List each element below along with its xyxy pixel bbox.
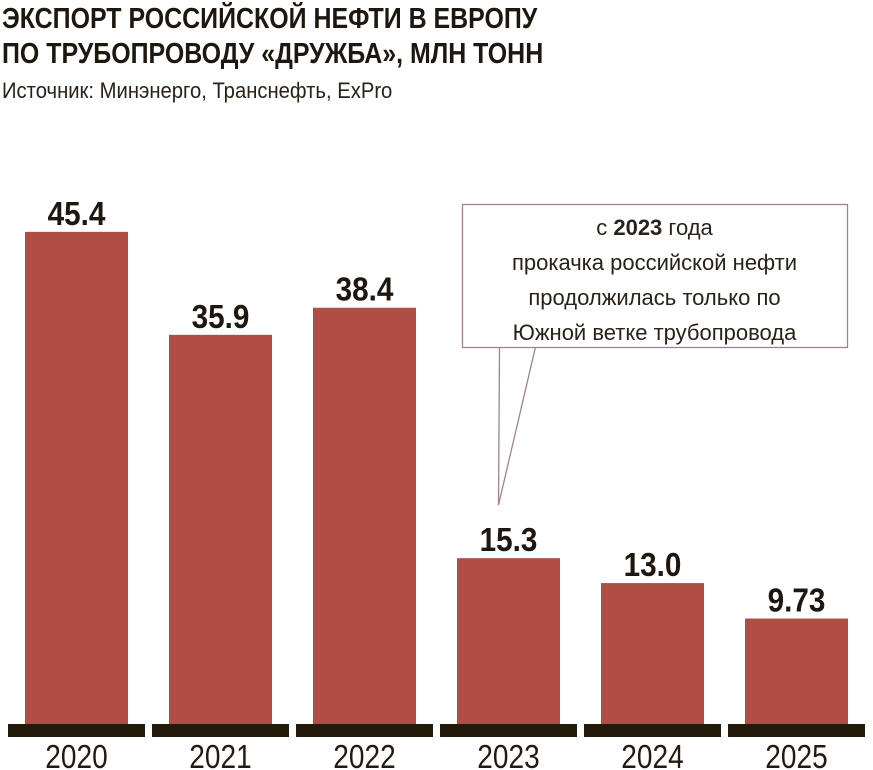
axis-segment-2024 [584,724,721,737]
annotation-border [461,203,849,349]
bar-2020 [25,231,128,724]
axis-segment-2021 [152,724,289,737]
annotation-pointer [497,346,537,506]
axis-segment-2025 [728,724,865,737]
value-label-2023: 15.3 [480,522,538,559]
annotation-line-1: с 2023 года [596,215,713,240]
tick-label-2023: 2023 [477,739,539,770]
axis-segment-2020 [8,724,145,737]
annotation-line-4: Южной ветке трубопровода [512,320,797,345]
tick-label-2021: 2021 [189,739,251,770]
value-label-2024: 13.0 [624,547,682,584]
chart-title-line-1: ЭКСПОРТ РОССИЙСКОЙ НЕФТИ В ЕВРОПУ [2,3,538,35]
value-label-2022: 38.4 [336,271,394,308]
bar-2022 [313,307,416,724]
value-label-2021: 35.9 [192,298,250,335]
tick-label-2022: 2022 [333,739,395,770]
bar-2021 [169,334,272,724]
bar-2024 [601,583,704,724]
value-label-2020: 45.4 [48,195,106,232]
tick-label-2024: 2024 [621,739,683,770]
annotation-box: с 2023 года прокачка российской нефти пр… [462,204,847,347]
value-label-2025: 9.73 [768,582,826,619]
axis-segment-2022 [296,724,433,737]
chart-source: Источник: Минэнерго, Транснефть, ExPro [2,78,393,103]
bar-2023 [457,558,560,724]
axis-segment-2023 [440,724,577,737]
chart-title-line-2: ПО ТРУБОПРОВОДУ «ДРУЖБА», МЛН ТОНН [2,38,544,70]
annotation-line-2: прокачка российской нефти [511,250,798,275]
bar-2025 [745,618,848,724]
annotation-line-3: продолжилась только по [528,285,781,310]
tick-label-2020: 2020 [45,739,107,770]
tick-label-2025: 2025 [765,739,827,770]
